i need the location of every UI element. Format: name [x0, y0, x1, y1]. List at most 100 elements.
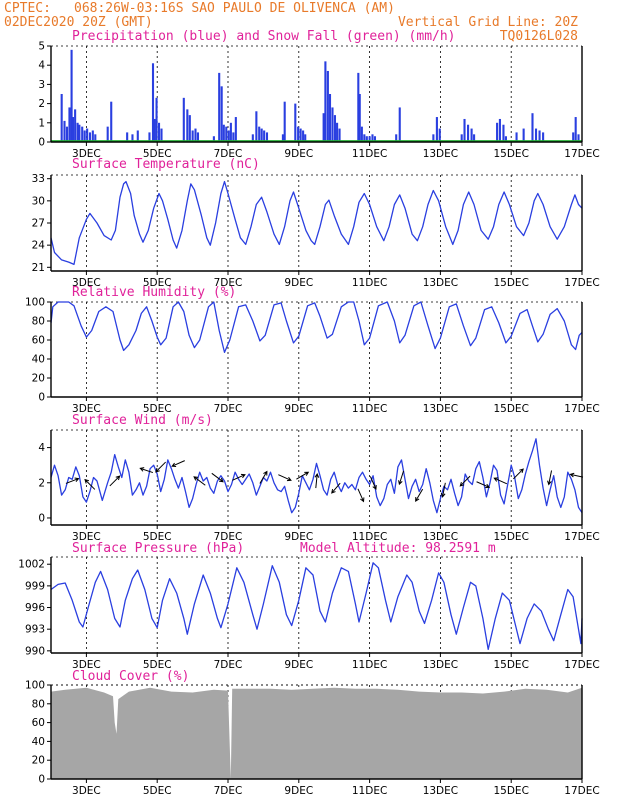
rh-series-line: [50, 301, 583, 354]
pressure-xtick-label: 11DEC: [352, 659, 387, 671]
rh-xtick-label: 3DEC: [72, 403, 101, 415]
wind-panel-title: Surface Wind (m/s): [72, 413, 213, 428]
precip-bar: [496, 122, 499, 142]
precip-bar: [60, 94, 63, 142]
precip-bar: [574, 117, 577, 142]
wind-direction-arrow: [357, 488, 365, 503]
precip-bar: [186, 109, 189, 142]
precip-bar: [88, 132, 92, 142]
wind-direction-arrow: [259, 470, 268, 484]
precip-bar: [131, 134, 134, 142]
header-location: 068:26W-03:16S SAO PAULO DE OLIVENCA (AM…: [74, 1, 395, 16]
precip-ytick-label: 4: [38, 60, 45, 72]
pressure-series-line: [50, 562, 583, 651]
precip-bar: [470, 128, 473, 142]
cloud-ytick-label: 80: [32, 698, 45, 710]
precip-bar: [368, 136, 371, 142]
precip-ytick-label: 1: [38, 117, 45, 129]
plot-panels: 0 1 2 3 4 5 3DEC 5DEC 7DEC 9DEC 11DEC 13DEC 15DEC 17D…: [18, 41, 599, 798]
precip-bar: [515, 132, 518, 142]
precip-bar: [522, 128, 525, 142]
pressure-xtick-label: 3DEC: [72, 659, 101, 671]
rh-ytick-label: 0: [38, 392, 45, 404]
precip-bar: [371, 134, 374, 142]
precip-bar: [438, 128, 441, 142]
wind-direction-arrow: [369, 476, 377, 491]
rh-xtick-label: 9DEC: [284, 403, 313, 415]
precip-xtick-label: 5DEC: [143, 148, 172, 160]
precip-xtick-label: 17DEC: [564, 148, 599, 160]
precip-xtick-label: 11DEC: [352, 148, 387, 160]
rh-xtick-label: 15DEC: [493, 403, 528, 415]
precip-bar: [234, 117, 237, 142]
wind-direction-arrow: [476, 481, 491, 489]
chart-header: CPTEC: 068:26W-03:16S SAO PAULO DE OLIVE…: [4, 1, 578, 44]
wind-xtick-label: 9DEC: [284, 531, 313, 543]
wind-xtick-label: 15DEC: [493, 531, 528, 543]
precip-bar: [538, 130, 541, 142]
wind-direction-arrow: [193, 476, 206, 486]
cloud-xtick-label: 9DEC: [284, 785, 313, 797]
precip-bar: [297, 126, 300, 142]
precip-bar: [258, 126, 261, 142]
temp-ytick-label: 33: [32, 173, 45, 185]
precip-bar: [225, 126, 228, 142]
precip-bar: [577, 134, 580, 142]
temp-xtick-label: 11DEC: [352, 277, 387, 289]
wind-direction-arrow: [569, 472, 584, 478]
rh-xtick-label: 7DEC: [214, 403, 243, 415]
pressure-xtick-label: 7DEC: [214, 659, 243, 671]
wind-direction-arrow: [139, 467, 154, 474]
temp-panel: 21 24 27 30 33 3DEC 5DEC 7DEC 9DEC 11DEC 13DEC 15DE…: [32, 173, 600, 289]
wind-direction-arrow: [493, 477, 508, 485]
cloud-panel-title: Cloud Cover (%): [72, 669, 189, 684]
header-code: TQ0126L028: [500, 29, 578, 44]
precip-bar: [395, 134, 398, 142]
temp-xtick-label: 5DEC: [143, 277, 172, 289]
precip-ytick-label: 2: [38, 98, 45, 110]
wind-direction-arrow: [331, 482, 341, 494]
wind-direction-arrow: [547, 470, 553, 486]
precip-bar: [531, 113, 534, 142]
wind-direction-arrow: [84, 478, 96, 490]
cloud-ytick-label: 20: [32, 755, 45, 767]
cloud-xtick-label: 5DEC: [143, 785, 172, 797]
precip-bar: [136, 130, 139, 142]
precip-bar: [331, 107, 334, 142]
precip-bar: [265, 132, 269, 142]
wind-xtick-label: 17DEC: [564, 531, 599, 543]
precip-bar: [160, 128, 163, 142]
rh-ytick-label: 20: [32, 373, 45, 385]
pressure-ytick-label: 990: [25, 645, 45, 657]
precip-bar: [473, 134, 476, 142]
wind-direction-arrow: [109, 475, 121, 487]
precip-bar: [460, 134, 463, 142]
precip-bar: [218, 72, 221, 142]
precip-bar: [281, 134, 284, 142]
precip-bar: [504, 136, 507, 142]
cloud-xtick-label: 3DEC: [72, 785, 101, 797]
cloud-xtick-label: 17DEC: [564, 785, 599, 797]
cloud-ytick-label: 0: [38, 774, 45, 786]
cloud-cover-area: [51, 687, 582, 779]
temp-xtick-label: 13DEC: [423, 277, 458, 289]
precip-bar: [502, 124, 505, 142]
precip-bar: [255, 111, 258, 142]
precip-bar: [194, 128, 197, 142]
pressure-ytick-label: 993: [25, 624, 45, 636]
precip-bar: [283, 101, 286, 142]
wind-direction-arrow: [65, 477, 80, 484]
precip-bar: [328, 94, 332, 142]
temp-ytick-label: 27: [32, 218, 45, 230]
pressure-ytick-label: 996: [25, 602, 45, 614]
precip-bar: [126, 132, 129, 142]
precip-xtick-label: 15DEC: [493, 148, 528, 160]
rh-xtick-label: 5DEC: [143, 403, 172, 415]
wind-direction-arrow: [440, 482, 446, 498]
precip-bar: [71, 117, 75, 142]
precip-bar: [188, 115, 191, 142]
temp-xtick-label: 9DEC: [284, 277, 313, 289]
wind-direction-arrow: [398, 470, 405, 486]
precip-bar: [70, 49, 73, 143]
precip-xtick-label: 9DEC: [284, 148, 313, 160]
